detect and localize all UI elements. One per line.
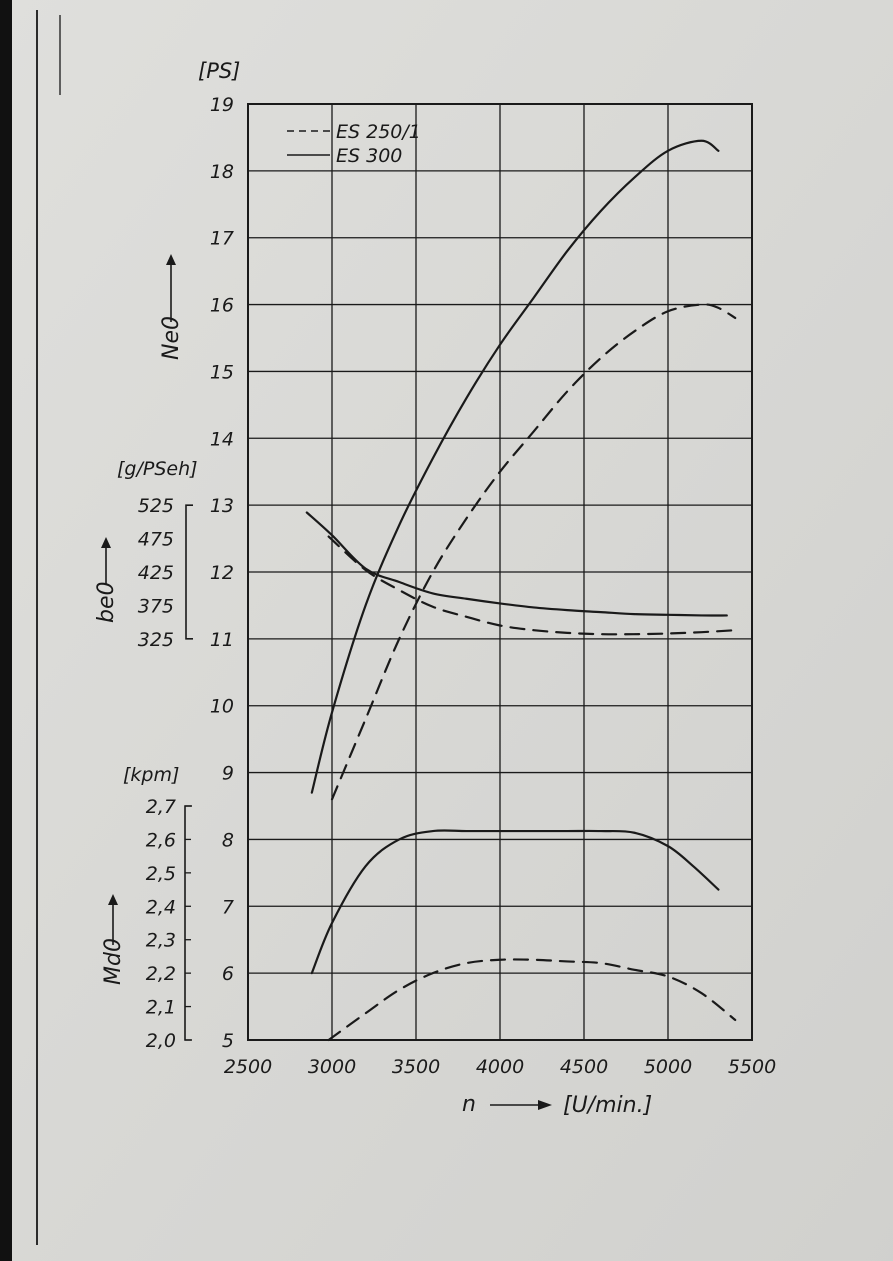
es250-consumption-line (327, 535, 737, 636)
power-tick-label: 16 (210, 295, 234, 317)
torque-tick-label: 2,3 (146, 930, 176, 952)
torque-tick-label: 2,5 (146, 863, 176, 885)
es300-power-line (310, 139, 720, 794)
consumption-axis-title: be0 (94, 537, 119, 623)
es250-torque-line (327, 958, 737, 1042)
consumption-tick-label: 525 (138, 495, 174, 517)
chart-grid (247, 103, 753, 1041)
torque-tick-label: 2,1 (146, 997, 176, 1019)
consumption-axis-label: be0 (94, 582, 119, 624)
power-tick-label: 10 (210, 696, 234, 718)
x-tick-label: 3500 (392, 1056, 440, 1078)
torque-tick-label: 2,4 (146, 896, 176, 918)
power-tick-label: 19 (210, 94, 234, 116)
power-tick-label: 15 (210, 361, 234, 383)
power-axis-title: Ne0 (159, 254, 184, 360)
torque-unit-label: [kpm] (123, 764, 179, 786)
x-tick-label: 3000 (308, 1056, 356, 1078)
series-lines (305, 139, 737, 1042)
x-axis-title: n [U/min.] (462, 1092, 652, 1118)
x-tick-label: 5500 (728, 1056, 776, 1078)
power-tick-label: 7 (222, 896, 234, 918)
legend-label-es250: ES 250/1 (336, 121, 421, 143)
x-tick-label: 2500 (224, 1056, 272, 1078)
x-tick-label: 5000 (644, 1056, 692, 1078)
x-axis-label: n (462, 1092, 476, 1117)
consumption-tick-label: 325 (138, 629, 174, 651)
power-tick-label: 11 (210, 629, 234, 651)
torque-axis-label: Md0 (101, 938, 126, 985)
es300-torque-line (310, 829, 720, 975)
legend: ES 250/1 ES 300 (287, 121, 421, 167)
consumption-tick-label: 475 (138, 529, 174, 551)
x-tick-label: 4500 (560, 1056, 608, 1078)
axis-labels: [PS] [g/PSeh] [kpm] Ne0 be0 Md0 n [U/min… (94, 59, 652, 1118)
power-tick-label: 9 (222, 763, 234, 785)
x-axis-unit: [U/min.] (563, 1093, 652, 1118)
power-tick-label: 6 (222, 963, 234, 985)
power-tick-label: 14 (210, 428, 234, 450)
power-tick-label: 13 (210, 495, 234, 517)
torque-tick-label: 2,7 (146, 796, 176, 818)
es300-consumption-line (305, 511, 728, 617)
power-tick-label: 18 (210, 161, 234, 183)
scan-edge (0, 0, 12, 1261)
power-tick-label: 8 (222, 829, 234, 851)
power-unit-label: [PS] (198, 59, 240, 83)
torque-axis-title: Md0 (101, 894, 126, 985)
consumption-tick-label: 425 (138, 562, 174, 584)
consumption-tick-label: 375 (138, 595, 174, 617)
power-axis-label: Ne0 (159, 316, 184, 360)
x-tick-label: 4000 (476, 1056, 524, 1078)
torque-tick-label: 2,6 (146, 829, 176, 851)
torque-tick-label: 2,2 (146, 963, 176, 985)
legend-label-es300: ES 300 (336, 145, 402, 167)
torque-tick-label: 2,0 (146, 1030, 176, 1052)
consumption-scale-bracket (185, 504, 193, 640)
tick-labels: 5 6 7 8 9 10 11 12 13 14 15 16 17 18 19 2500 3000 3500 400… (138, 94, 776, 1078)
torque-scale-bracket (184, 805, 192, 1041)
power-tick-label: 12 (210, 562, 234, 584)
consumption-unit-label: [g/PSeh] (117, 458, 198, 480)
power-tick-label: 5 (222, 1030, 234, 1052)
power-tick-label: 17 (210, 228, 234, 250)
es250-power-line (330, 303, 737, 801)
